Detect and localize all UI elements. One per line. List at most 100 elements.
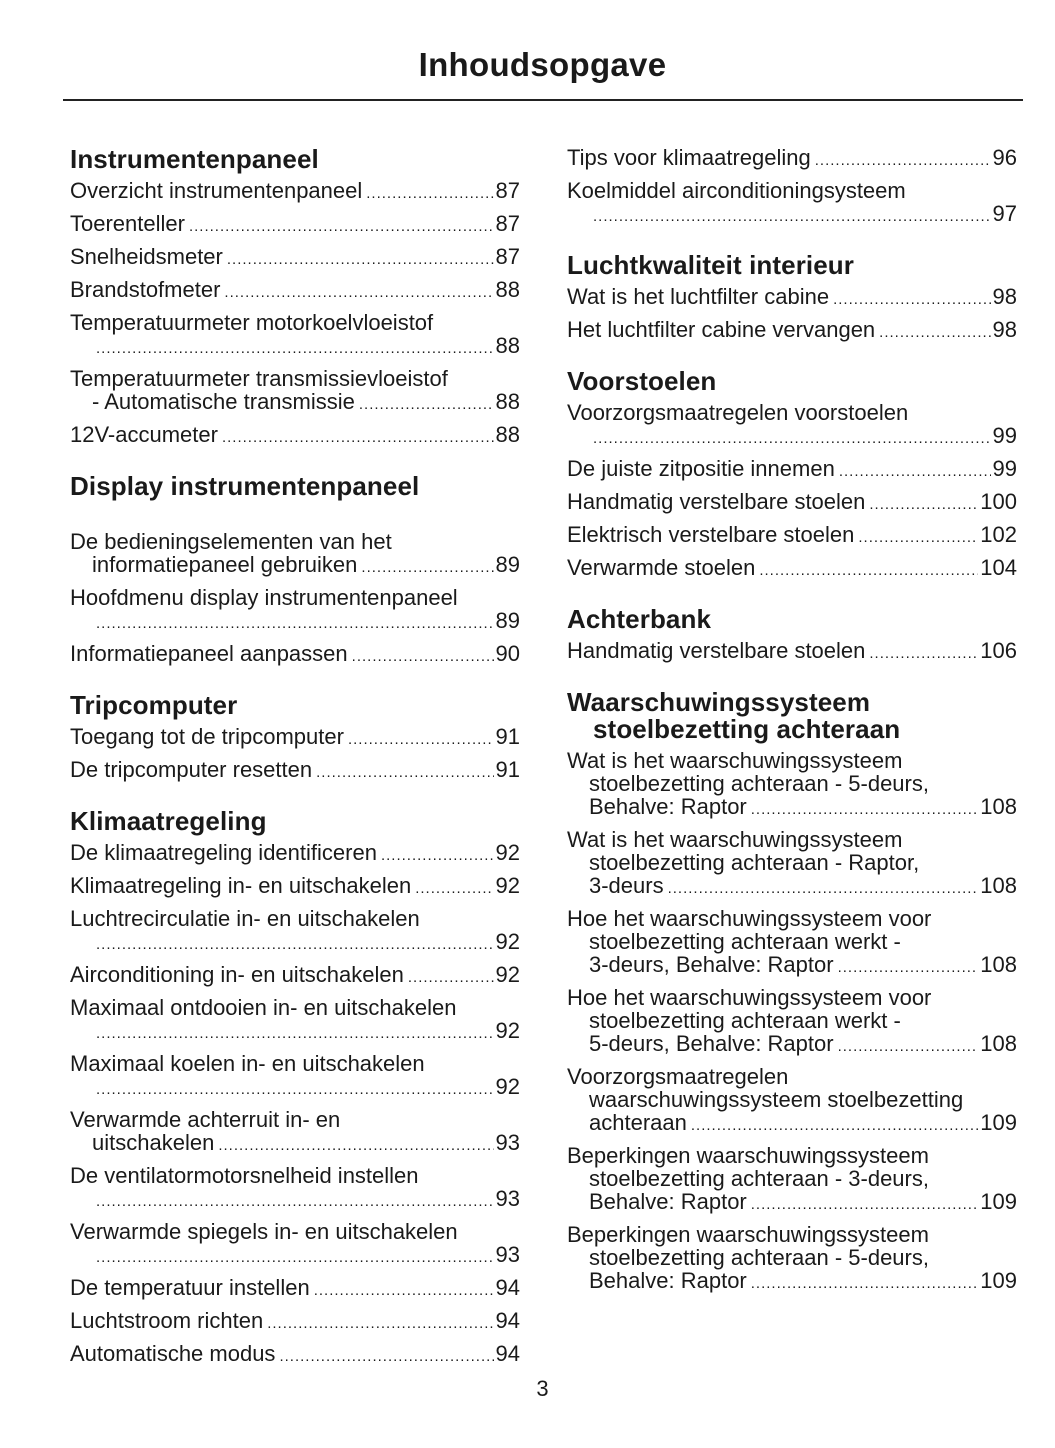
- entry-last-line: 93: [70, 1243, 520, 1269]
- entry-title-line: Hoofdmenu display instrumentenpaneel: [70, 585, 458, 610]
- toc-entry[interactable]: Koelmiddel airconditioningsysteem 97: [567, 179, 1017, 228]
- entry-page-number: 91: [495, 757, 520, 782]
- toc-entry[interactable]: Voorzorgsmaatregelen waarschuwingssysteem…: [567, 1065, 1017, 1137]
- toc-entry[interactable]: Verwarmde stoelen 104: [567, 556, 1017, 582]
- dot-leader: [751, 1272, 979, 1295]
- toc-entry[interactable]: Handmatig verstelbare stoelen 100: [567, 490, 1017, 516]
- toc-entry[interactable]: De ventilatormotorsnelheid instellen 93: [70, 1164, 520, 1213]
- toc-entry[interactable]: De tripcomputer resetten 91: [70, 758, 520, 784]
- toc-entry[interactable]: 12V-accumeter 88: [70, 423, 520, 449]
- entry-last-line: De temperatuur instellen 94: [70, 1276, 520, 1302]
- entry-title-line: Overzicht instrumentenpaneel: [70, 178, 363, 203]
- section-heading-line: Tripcomputer: [70, 690, 238, 720]
- entry-last-line: - Automatische transmissie 88: [70, 390, 520, 416]
- toc-entry[interactable]: Maximaal ontdooien in- en uitschakelen 92: [70, 996, 520, 1045]
- toc-entry[interactable]: Toegang tot de tripcomputer 91: [70, 725, 520, 751]
- toc-entry[interactable]: De juiste zitpositie innemen 99: [567, 457, 1017, 483]
- toc-entry[interactable]: Beperkingen waarschuwingssysteem stoelbez…: [567, 1223, 1017, 1295]
- dot-leader: [869, 642, 978, 665]
- toc-entry[interactable]: Temperatuurmeter motorkoelvloeistof 88: [70, 311, 520, 360]
- entry-page-number: 94: [495, 1275, 520, 1300]
- toc-entry[interactable]: Luchtrecirculatie in- en uitschakelen 92: [70, 907, 520, 956]
- toc-entry[interactable]: De klimaatregeling identificeren 92: [70, 841, 520, 867]
- entry-last-line: Snelheidsmeter 87: [70, 245, 520, 271]
- entry-page-number: 106: [980, 638, 1017, 663]
- toc-entry[interactable]: Automatische modus 94: [70, 1342, 520, 1368]
- entry-last-line: Behalve: Raptor 109: [567, 1190, 1017, 1216]
- toc-entry[interactable]: Snelheidsmeter 87: [70, 245, 520, 271]
- toc-entry[interactable]: Wat is het waarschuwingssysteem stoelbeze…: [567, 749, 1017, 821]
- entry-last-line: Behalve: Raptor 109: [567, 1269, 1017, 1295]
- toc-entry[interactable]: Handmatig verstelbare stoelen 106: [567, 639, 1017, 665]
- entry-title-line: Luchtstroom richten: [70, 1308, 264, 1333]
- entry-page-number: 90: [495, 641, 520, 666]
- entry-title-line: Maximaal ontdooien in- en uitschakelen: [70, 995, 457, 1020]
- entry-title-line: Voorzorgsmaatregelen voorstoelen: [567, 400, 909, 425]
- dot-leader: [879, 321, 990, 344]
- toc-entry[interactable]: Hoofdmenu display instrumentenpaneel 89: [70, 586, 520, 635]
- toc-entry[interactable]: Voorzorgsmaatregelen voorstoelen 99: [567, 401, 1017, 450]
- entry-title-line: stoelbezetting achteraan - Raptor,: [589, 850, 920, 875]
- toc-entry[interactable]: Temperatuurmeter transmissievloeistof - A…: [70, 367, 520, 416]
- entry-page-number: 94: [495, 1308, 520, 1333]
- toc-entry[interactable]: Hoe het waarschuwingssysteem voor stoelbe…: [567, 986, 1017, 1058]
- entry-page-number: 89: [495, 608, 520, 633]
- toc-entry[interactable]: De bedieningselementen van het informatie…: [70, 530, 520, 579]
- section-heading-line: Instrumentenpaneel: [70, 144, 319, 174]
- toc-entry[interactable]: Overzicht instrumentenpaneel 87: [70, 179, 520, 205]
- entry-title-line: De temperatuur instellen: [70, 1275, 310, 1300]
- entry-title-line: Verwarmde stoelen: [567, 555, 756, 580]
- toc-entry[interactable]: Hoe het waarschuwingssysteem voor stoelbe…: [567, 907, 1017, 979]
- toc-entry[interactable]: Luchtstroom richten 94: [70, 1309, 520, 1335]
- dot-leader: [218, 1134, 493, 1157]
- dot-leader: [593, 205, 991, 228]
- entry-title-line: Airconditioning in- en uitschakelen: [70, 962, 404, 987]
- section-heading: Instrumentenpaneel: [70, 146, 520, 173]
- entry-last-line: 92: [70, 1075, 520, 1101]
- page-number: 3: [536, 1376, 549, 1401]
- entry-page-number: 92: [495, 1074, 520, 1099]
- entry-page-number: 92: [495, 929, 520, 954]
- entry-title-line: De bedieningselementen van het: [70, 529, 392, 554]
- entry-title-line: Hoe het waarschuwingssysteem voor: [567, 906, 932, 931]
- toc-entry[interactable]: Elektrisch verstelbare stoelen 102: [567, 523, 1017, 549]
- toc-entry[interactable]: Tips voor klimaatregeling 96: [567, 146, 1017, 172]
- toc-entry[interactable]: De temperatuur instellen 94: [70, 1276, 520, 1302]
- entry-title-line: Automatische modus: [70, 1341, 276, 1366]
- toc-entry[interactable]: Klimaatregeling in- en uitschakelen 92: [70, 874, 520, 900]
- toc-entry[interactable]: Wat is het luchtfilter cabine 98: [567, 285, 1017, 311]
- dot-leader: [96, 337, 494, 360]
- entry-last-line: Toerenteller 87: [70, 212, 520, 238]
- dot-leader: [858, 526, 978, 549]
- section-heading: Tripcomputer: [70, 692, 520, 719]
- entry-title-line: 3-deurs, Behalve: Raptor: [589, 952, 834, 977]
- section-heading-line: Voorstoelen: [567, 366, 717, 396]
- toc-entry[interactable]: Airconditioning in- en uitschakelen 92: [70, 963, 520, 989]
- toc-entry[interactable]: Verwarmde spiegels in- en uitschakelen 93: [70, 1220, 520, 1269]
- entry-page-number: 109: [980, 1110, 1017, 1135]
- toc-entry[interactable]: Maximaal koelen in- en uitschakelen 92: [70, 1052, 520, 1101]
- toc-entry[interactable]: Informatiepaneel aanpassen 90: [70, 642, 520, 668]
- entry-title-line: Behalve: Raptor: [589, 794, 747, 819]
- entry-title-line: Handmatig verstelbare stoelen: [567, 489, 866, 514]
- entry-title-line: Temperatuurmeter transmissievloeistof: [70, 366, 448, 391]
- dot-leader: [833, 288, 990, 311]
- entry-title-line: Elektrisch verstelbare stoelen: [567, 522, 855, 547]
- section-heading-line: Achterbank: [567, 604, 712, 634]
- entry-title-line: Behalve: Raptor: [589, 1189, 747, 1214]
- toc-entry[interactable]: Wat is het waarschuwingssysteem stoelbeze…: [567, 828, 1017, 900]
- dot-leader: [839, 460, 991, 483]
- entry-title-line: Wat is het luchtfilter cabine: [567, 284, 830, 309]
- entry-page-number: 87: [495, 244, 520, 269]
- dot-leader: [352, 645, 494, 668]
- toc-entry[interactable]: Brandstofmeter 88: [70, 278, 520, 304]
- toc-entry[interactable]: Het luchtfilter cabine vervangen 98: [567, 318, 1017, 344]
- entry-title-line: Koelmiddel airconditioningsysteem: [567, 178, 906, 203]
- dot-leader: [96, 1022, 494, 1045]
- toc-entry[interactable]: Toerenteller 87: [70, 212, 520, 238]
- entry-page-number: 88: [495, 389, 520, 414]
- toc-entry[interactable]: Beperkingen waarschuwingssysteem stoelbez…: [567, 1144, 1017, 1216]
- entry-last-line: 97: [567, 202, 1017, 228]
- entry-page-number: 98: [992, 284, 1017, 309]
